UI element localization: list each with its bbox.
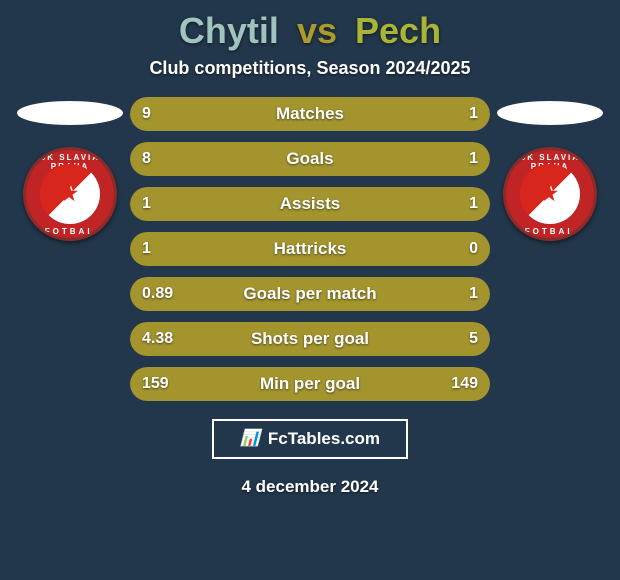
stat-row: 159Min per goal149 [130, 367, 490, 401]
stat-fill-right [310, 187, 490, 221]
logo-text: FcTables.com [268, 429, 380, 449]
club-crest-right: SK SLAVIA PRAHA ★ ★ FOTBAL [503, 147, 597, 241]
chart-icon: 📊 [240, 431, 260, 447]
stat-value-right: 1 [469, 150, 478, 168]
stat-value-left: 1 [142, 195, 151, 213]
content-row: SK SLAVIA PRAHA ★ ★ FOTBAL 9Matches1 8Goa… [0, 97, 620, 401]
stat-value-left: 4.38 [142, 330, 173, 348]
player-photo-placeholder-right [497, 101, 603, 125]
stat-value-left: 0.89 [142, 285, 173, 303]
stat-value-right: 0 [469, 240, 478, 258]
stat-row: 0.89Goals per match1 [130, 277, 490, 311]
page-title: Chytil vs Pech [0, 6, 620, 58]
slavia-praha-crest: SK SLAVIA PRAHA ★ ★ FOTBAL [23, 147, 117, 241]
comparison-infographic: Chytil vs Pech Club competitions, Season… [0, 0, 620, 580]
crest-ring-text-bottom: FOTBAL [26, 227, 114, 236]
title-player1: Chytil [179, 10, 279, 51]
subtitle: Club competitions, Season 2024/2025 [0, 58, 620, 79]
stat-fill-left [130, 187, 310, 221]
stat-value-right: 1 [469, 195, 478, 213]
stat-fill-left [130, 97, 454, 131]
slavia-praha-crest: SK SLAVIA PRAHA ★ ★ FOTBAL [503, 147, 597, 241]
stat-value-left: 1 [142, 240, 151, 258]
crest-inner: ★ ★ [40, 164, 100, 224]
stat-fill-right [299, 277, 490, 311]
stat-fill-left [130, 232, 490, 266]
fctables-logo: 📊 FcTables.com [212, 419, 408, 459]
stat-value-left: 159 [142, 375, 169, 393]
stat-value-left: 8 [142, 150, 151, 168]
stat-row: 4.38Shots per goal5 [130, 322, 490, 356]
player-photo-placeholder-left [17, 101, 123, 125]
crest-ring-text-bottom: FOTBAL [506, 227, 594, 236]
club-crest-left: SK SLAVIA PRAHA ★ ★ FOTBAL [23, 147, 117, 241]
stat-bars: 9Matches1 8Goals1 1Assists1 1Hattricks0 0.89… [130, 97, 490, 401]
left-side: SK SLAVIA PRAHA ★ ★ FOTBAL [10, 97, 130, 241]
star-icon: ★ [540, 181, 558, 206]
title-vs: vs [297, 10, 337, 51]
stat-value-right: 1 [469, 285, 478, 303]
stat-fill-right [299, 322, 490, 356]
stat-value-right: 149 [451, 375, 478, 393]
date-label: 4 december 2024 [0, 477, 620, 497]
crest-inner: ★ ★ [520, 164, 580, 224]
stat-value-left: 9 [142, 105, 151, 123]
right-side: SK SLAVIA PRAHA ★ ★ FOTBAL [490, 97, 610, 241]
star-icon: ★ [60, 181, 78, 206]
stat-row: 1Assists1 [130, 187, 490, 221]
footer: 📊 FcTables.com [0, 419, 620, 459]
stat-fill-left [130, 142, 447, 176]
stat-row: 9Matches1 [130, 97, 490, 131]
title-player2: Pech [355, 10, 441, 51]
stat-value-right: 1 [469, 105, 478, 123]
stat-row: 8Goals1 [130, 142, 490, 176]
stat-row: 1Hattricks0 [130, 232, 490, 266]
stat-value-right: 5 [469, 330, 478, 348]
